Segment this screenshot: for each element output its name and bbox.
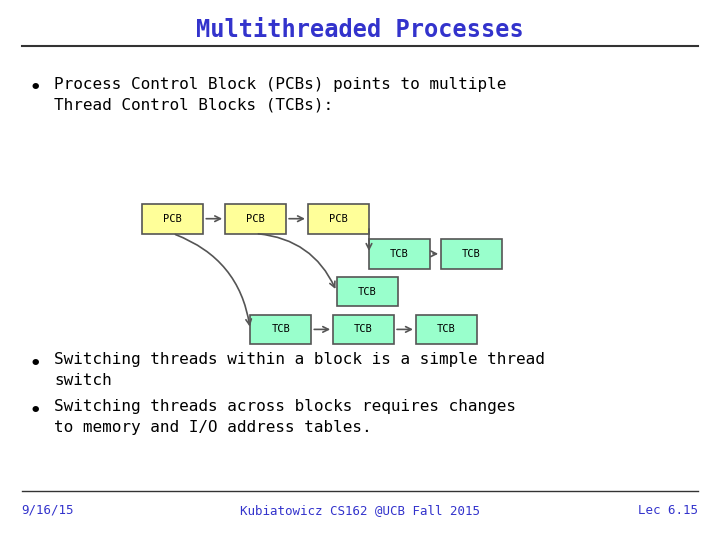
FancyBboxPatch shape <box>308 204 369 233</box>
Text: Multithreaded Processes: Multithreaded Processes <box>196 18 524 42</box>
Text: Kubiatowicz CS162 @UCB Fall 2015: Kubiatowicz CS162 @UCB Fall 2015 <box>240 504 480 517</box>
Text: PCB: PCB <box>329 214 348 224</box>
Text: •: • <box>29 401 42 421</box>
Text: Switching threads within a block is a simple thread
switch: Switching threads within a block is a si… <box>54 352 545 388</box>
Text: TCB: TCB <box>462 249 481 259</box>
FancyBboxPatch shape <box>337 276 397 306</box>
Text: Lec 6.15: Lec 6.15 <box>639 504 698 517</box>
Text: PCB: PCB <box>246 214 265 224</box>
FancyBboxPatch shape <box>142 204 203 233</box>
Text: •: • <box>29 78 42 98</box>
Text: •: • <box>29 354 42 374</box>
Text: Process Control Block (PCBs) points to multiple
Thread Control Blocks (TCBs):: Process Control Block (PCBs) points to m… <box>54 77 506 113</box>
FancyBboxPatch shape <box>251 314 312 345</box>
FancyBboxPatch shape <box>441 239 503 268</box>
Text: TCB: TCB <box>437 325 456 334</box>
Text: TCB: TCB <box>358 287 377 296</box>
Text: TCB: TCB <box>271 325 290 334</box>
FancyBboxPatch shape <box>416 314 477 345</box>
FancyBboxPatch shape <box>333 314 395 345</box>
Text: 9/16/15: 9/16/15 <box>22 504 74 517</box>
Text: PCB: PCB <box>163 214 182 224</box>
FancyBboxPatch shape <box>225 204 287 233</box>
FancyBboxPatch shape <box>369 239 431 268</box>
Text: Switching threads across blocks requires changes
to memory and I/O address table: Switching threads across blocks requires… <box>54 399 516 435</box>
Text: TCB: TCB <box>354 325 373 334</box>
Text: TCB: TCB <box>390 249 409 259</box>
